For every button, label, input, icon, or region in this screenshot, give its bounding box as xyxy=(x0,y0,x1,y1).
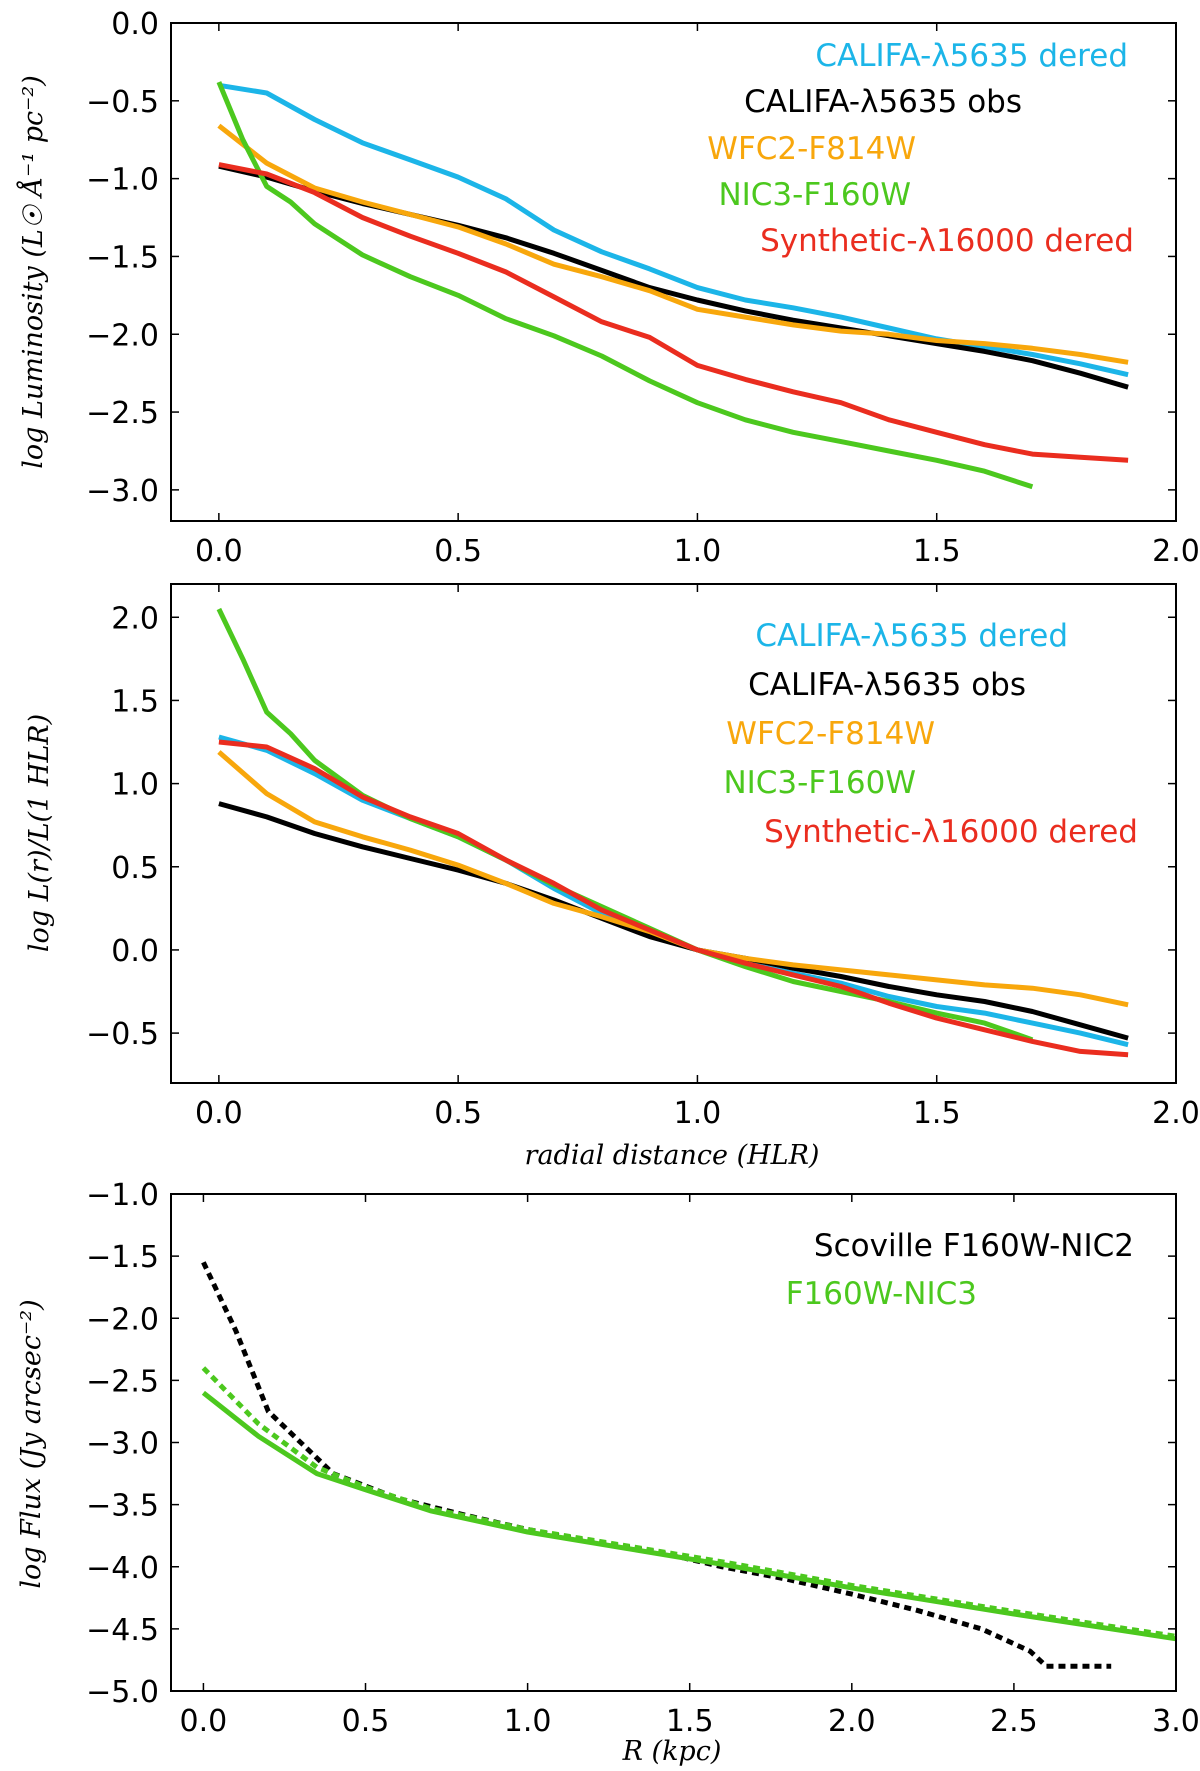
y-tick-label: −3.0 xyxy=(86,1427,159,1462)
y-axis-label: log Flux (Jy arcsec⁻²) xyxy=(16,1299,47,1588)
legend-entry: F160W-NIC3 xyxy=(786,1276,977,1312)
y-tick-label: −4.0 xyxy=(86,1551,159,1586)
x-tick-label: 1.5 xyxy=(666,1704,714,1739)
y-tick-label: −3.0 xyxy=(86,474,159,509)
x-tick-label: 0.5 xyxy=(434,534,482,569)
y-axis-label-text: log Luminosity (L☉ Å⁻¹ pc⁻²) xyxy=(16,75,49,469)
legend: CALIFA-λ5635 dered CALIFA-λ5635 obs WFC2… xyxy=(723,618,1138,850)
y-tick-label: 1.5 xyxy=(111,684,159,719)
x-tick-label: 1.5 xyxy=(913,1096,961,1131)
y-tick-label: 0.5 xyxy=(111,851,159,886)
x-tick-label: 0.0 xyxy=(195,534,243,569)
x-tick-label: 0.0 xyxy=(195,1096,243,1131)
x-tick-label: 1.0 xyxy=(504,1704,552,1739)
y-tick-label: −5.0 xyxy=(86,1675,159,1710)
y-tick-label: −0.5 xyxy=(86,85,159,120)
plot-frame xyxy=(170,583,1177,1084)
y-tick-label: 2.0 xyxy=(111,601,159,636)
panel-normalized-luminosity: 0.0 0.5 1.0 1.5 2.0 2.0 1.5 1.0 0.5 0.0 −0.5 log L… xyxy=(24,583,1200,1171)
y-tick-label: 0.0 xyxy=(111,934,159,969)
x-tick-label: 0.5 xyxy=(342,1704,390,1739)
y-axis-label-text: log L(r)/L(1 HLR) xyxy=(24,714,55,952)
y-tick-label: −0.5 xyxy=(86,1017,159,1052)
x-axis-label: radial distance (HLR) xyxy=(525,1140,820,1171)
x-tick-label: 3.0 xyxy=(1152,1704,1200,1739)
y-tick-label: −2.0 xyxy=(86,1302,159,1337)
series-line-wfc2-f814w xyxy=(217,123,1129,365)
legend-entry: CALIFA-λ5635 dered xyxy=(815,38,1128,74)
x-tick-label: 1.5 xyxy=(913,534,961,569)
x-tick-label: 2.0 xyxy=(1152,1096,1200,1131)
x-tick-label: 1.0 xyxy=(674,1096,722,1131)
series-line-synthetic-16000-dered xyxy=(218,739,1129,1058)
y-tick-label: 1.0 xyxy=(111,768,159,803)
y-axis-label: log L(r)/L(1 HLR) xyxy=(24,714,55,952)
y-axis-label-text: log Flux (Jy arcsec⁻²) xyxy=(16,1299,47,1588)
series-line-f160w-nic3 xyxy=(201,1390,1177,1642)
y-tick-label: −1.0 xyxy=(86,1178,159,1213)
legend-entry: CALIFA-λ5635 dered xyxy=(755,618,1068,654)
plot-frame xyxy=(170,22,1177,522)
series-line-f160w-nic3-dotted xyxy=(201,1366,1177,1639)
x-tick-label: 0.5 xyxy=(434,1096,482,1131)
x-tick-label: 2.0 xyxy=(828,1704,876,1739)
y-tick-label: −1.5 xyxy=(86,1240,159,1275)
y-tick-label: −2.5 xyxy=(86,396,159,431)
y-axis-label: log Luminosity (L☉ Å⁻¹ pc⁻²) xyxy=(16,75,49,469)
legend-entry: NIC3-F160W xyxy=(723,765,916,801)
y-tick-label: −1.0 xyxy=(86,163,159,198)
legend-entry: WFC2-F814W xyxy=(726,716,935,752)
series-line-nic3-f160w xyxy=(216,81,1034,490)
y-tick-label: −3.5 xyxy=(86,1489,159,1524)
legend: CALIFA-λ5635 dered CALIFA-λ5635 obs WFC2… xyxy=(707,38,1134,259)
y-tick-label: −2.0 xyxy=(86,318,159,353)
legend-entry: Synthetic-λ16000 dered xyxy=(760,223,1134,259)
y-tick-label: −1.5 xyxy=(86,240,159,275)
x-tick-label: 0.0 xyxy=(180,1704,228,1739)
panel-luminosity: 0.0 0.5 1.0 1.5 2.0 0.0 −0.5 −1.0 −1.5 −2.0 −2.5 −3… xyxy=(16,7,1200,569)
y-tick-label: −4.5 xyxy=(86,1613,159,1648)
panel-flux: 0.0 0.5 1.0 1.5 2.0 2.5 3.0 −1.0 −1.5 −2.0 −2.5 −3.… xyxy=(16,1178,1200,1767)
x-axis-label: R (kpc) xyxy=(622,1736,722,1767)
legend-entry: CALIFA-λ5635 obs xyxy=(744,84,1022,120)
x-tick-label: 1.0 xyxy=(674,534,722,569)
x-tick-label: 2.5 xyxy=(990,1704,1038,1739)
legend-entry: Scoville F160W-NIC2 xyxy=(814,1228,1134,1264)
legend-entry: WFC2-F814W xyxy=(707,131,916,167)
y-tick-label: −2.5 xyxy=(86,1364,159,1399)
legend-entry: CALIFA-λ5635 obs xyxy=(748,667,1026,703)
x-tick-label: 2.0 xyxy=(1152,534,1200,569)
series-line-synthetic-16000-dered xyxy=(218,162,1129,463)
legend-entry: NIC3-F160W xyxy=(718,177,911,213)
legend: Scoville F160W-NIC2 F160W-NIC3 xyxy=(786,1228,1134,1312)
y-tick-label: 0.0 xyxy=(111,7,159,42)
legend-entry: Synthetic-λ16000 dered xyxy=(764,814,1138,850)
